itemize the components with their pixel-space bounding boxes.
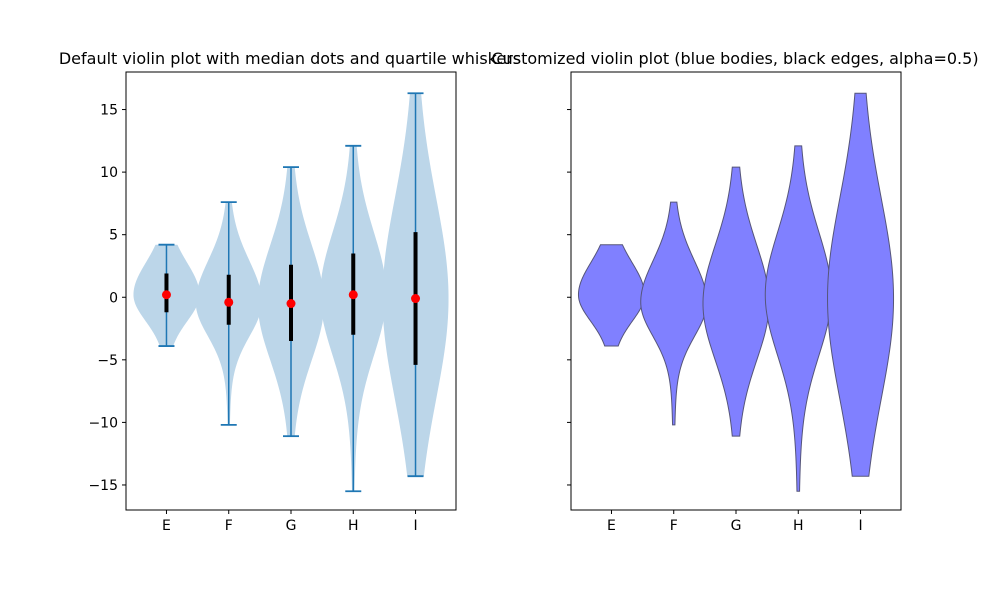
median-dot-I — [411, 294, 421, 304]
x-tick-label-E: E — [607, 518, 616, 534]
median-dot-H — [348, 290, 358, 300]
x-tick-label-H: H — [348, 518, 359, 534]
y-tick-label: 0 — [109, 290, 118, 306]
violin-body-G — [702, 166, 770, 437]
median-dot-E — [161, 290, 171, 300]
y-tick-label: −10 — [88, 415, 118, 431]
x-tick-label-G: G — [731, 518, 742, 534]
y-tick-label: −15 — [88, 478, 118, 494]
x-tick-label-I: I — [413, 518, 417, 534]
x-tick-label-I: I — [858, 518, 862, 534]
y-tick-label: −5 — [97, 353, 118, 369]
right-chart-title: Customized violin plot (blue bodies, bla… — [491, 49, 978, 68]
median-dot-G — [286, 299, 296, 309]
violin-body-H — [764, 145, 832, 492]
violin-body-F — [640, 201, 708, 426]
left-violin-panel: Default violin plot with median dots and… — [59, 49, 521, 534]
y-tick-label: 15 — [100, 103, 118, 119]
plot-frame — [125, 71, 457, 511]
plot-frame — [570, 71, 902, 511]
y-tick-label: 10 — [100, 165, 118, 181]
x-tick-label-E: E — [162, 518, 171, 534]
median-dot-F — [224, 297, 234, 307]
violin-body-I — [827, 92, 895, 477]
x-tick-label-G: G — [286, 518, 297, 534]
x-tick-label-F: F — [225, 518, 233, 534]
x-tick-label-H: H — [793, 518, 804, 534]
right-violin-panel: Customized violin plot (blue bodies, bla… — [491, 49, 978, 534]
violin-body-E — [577, 244, 645, 347]
y-tick-label: 5 — [109, 228, 118, 244]
x-tick-label-F: F — [670, 518, 678, 534]
left-chart-title: Default violin plot with median dots and… — [59, 49, 521, 68]
